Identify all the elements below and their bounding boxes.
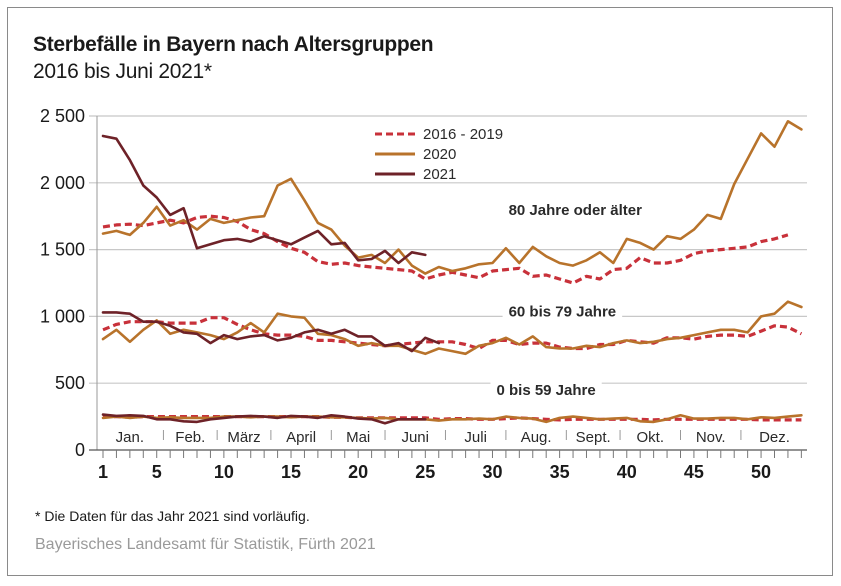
x-tick-label: 45 — [684, 462, 704, 482]
x-tick-label: 25 — [415, 462, 435, 482]
series-line-2021 — [101, 134, 427, 265]
legend: 2016 - 2019 2020 2021 — [375, 126, 503, 183]
group-label-bg — [490, 380, 602, 401]
chart-subtitle: 2016 bis Juni 2021* — [33, 60, 212, 83]
y-axis: 0 500 1 000 1 500 2 000 2 500 — [40, 106, 98, 460]
series-line-2020 — [101, 300, 803, 356]
y-tick-label: 2 500 — [40, 106, 85, 126]
x-tick-label: 35 — [550, 462, 570, 482]
month-label: Mai — [346, 429, 370, 446]
series-line-2021 — [101, 413, 427, 425]
chart-title: Sterbefälle in Bayern nach Altersgruppen — [33, 33, 434, 56]
gridlines — [89, 115, 807, 384]
x-tick-label: 10 — [214, 462, 234, 482]
month-label: Okt. — [637, 429, 665, 446]
month-label: Juli — [464, 429, 487, 446]
legend-label: 2021 — [423, 166, 456, 183]
month-label: März — [227, 429, 260, 446]
x-tick-label: 30 — [482, 462, 502, 482]
x-axis: 1 5 10 15 20 25 30 35 40 45 50 — [89, 449, 807, 482]
y-tick-label: 1 500 — [40, 240, 85, 260]
y-tick-label: 500 — [55, 373, 85, 393]
group-label-bg — [502, 301, 623, 322]
month-label: Juni — [401, 429, 429, 446]
y-tick-label: 0 — [75, 440, 85, 460]
y-tick-label: 1 000 — [40, 306, 85, 326]
group-label: 80 Jahre oder älter — [509, 202, 643, 219]
legend-label: 2020 — [423, 146, 456, 163]
month-label: April — [286, 429, 316, 446]
x-tick-label: 20 — [348, 462, 368, 482]
x-tick-label: 1 — [98, 462, 108, 482]
group-label: 0 bis 59 Jahre — [496, 382, 595, 399]
series-group — [101, 120, 803, 285]
month-label: Jan. — [116, 429, 144, 446]
series-lines — [101, 120, 803, 425]
month-label: Aug. — [521, 429, 552, 446]
group-label: 60 bis 79 Jahre — [509, 303, 617, 320]
series-group — [101, 300, 803, 356]
group-label-bg — [502, 199, 649, 220]
footnote: * Die Daten für das Jahr 2021 sind vorlä… — [35, 508, 310, 524]
series-line-2020 — [101, 120, 803, 275]
series-line-2020 — [101, 413, 803, 424]
x-tick-label: 40 — [617, 462, 637, 482]
x-tick-label: 15 — [281, 462, 301, 482]
series-group — [101, 413, 803, 425]
chart-frame — [7, 7, 833, 576]
series-line-2021 — [101, 311, 441, 353]
source-credit: Bayerisches Landesamt für Statistik, Für… — [35, 536, 376, 553]
month-label: Nov. — [696, 429, 726, 446]
y-tick-label: 2 000 — [40, 173, 85, 193]
x-tick-label: 50 — [751, 462, 771, 482]
legend-label: 2016 - 2019 — [423, 126, 503, 143]
month-label: Sept. — [576, 429, 611, 446]
month-labels: Jan. Feb. März April Mai Juni Juli Aug. Sept. Okt… — [116, 429, 790, 446]
series-line-2016-2019 — [102, 214, 789, 285]
series-line-2016-2019 — [102, 316, 803, 351]
x-tick-label: 5 — [152, 462, 162, 482]
month-label: Dez. — [759, 429, 790, 446]
month-label: Feb. — [175, 429, 205, 446]
group-labels: 80 Jahre oder älter 60 bis 79 Jahre 0 bis … — [490, 199, 649, 401]
